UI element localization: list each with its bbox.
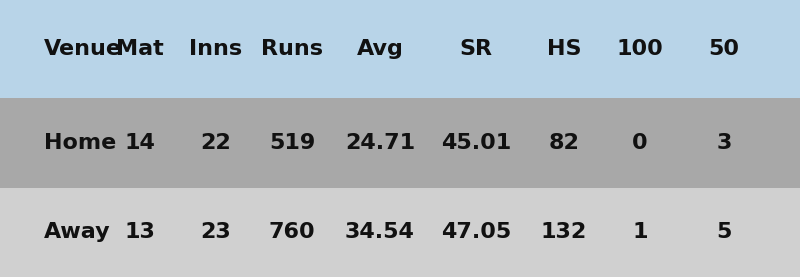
Text: 760: 760 <box>269 222 315 242</box>
Text: Home: Home <box>44 133 116 153</box>
Text: 3: 3 <box>716 133 732 153</box>
Text: 23: 23 <box>201 222 231 242</box>
Text: Inns: Inns <box>190 39 242 59</box>
Text: 0: 0 <box>632 133 648 153</box>
Text: Runs: Runs <box>261 39 323 59</box>
Text: HS: HS <box>546 39 582 59</box>
Text: 82: 82 <box>549 133 579 153</box>
Text: 1: 1 <box>632 222 648 242</box>
Text: Mat: Mat <box>116 39 164 59</box>
Text: Away: Away <box>44 222 110 242</box>
Bar <box>0 98 800 188</box>
Text: 50: 50 <box>709 39 739 59</box>
Text: 45.01: 45.01 <box>441 133 511 153</box>
Bar <box>0 0 800 98</box>
Text: 5: 5 <box>716 222 732 242</box>
Text: 14: 14 <box>125 133 155 153</box>
Bar <box>0 188 800 277</box>
Text: 24.71: 24.71 <box>345 133 415 153</box>
Text: 34.54: 34.54 <box>345 222 415 242</box>
Text: 100: 100 <box>617 39 663 59</box>
Text: 519: 519 <box>269 133 315 153</box>
Text: 22: 22 <box>201 133 231 153</box>
Text: Avg: Avg <box>357 39 403 59</box>
Text: SR: SR <box>459 39 493 59</box>
Text: 13: 13 <box>125 222 155 242</box>
Text: Venue: Venue <box>44 39 122 59</box>
Text: 132: 132 <box>541 222 587 242</box>
Text: 47.05: 47.05 <box>441 222 511 242</box>
